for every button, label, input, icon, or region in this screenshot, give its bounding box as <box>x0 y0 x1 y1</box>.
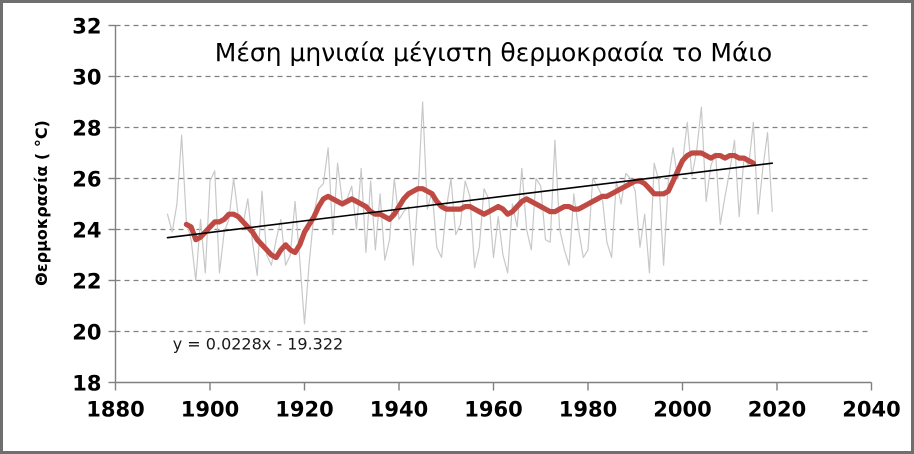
x-tick-label: 1960 <box>464 398 522 422</box>
x-tick-label: 2040 <box>842 398 900 422</box>
chart-title: Μέση μηνιαία μέγιστη θερμοκρασία το Μάιο <box>215 38 772 67</box>
y-tick-label: 20 <box>72 321 101 345</box>
x-tick-label: 1980 <box>559 398 617 422</box>
y-axis-title: Θερμοκρασία ( °C) <box>32 120 51 286</box>
smoothed-series-line <box>183 150 756 261</box>
y-tick-label: 18 <box>72 372 101 396</box>
y-tick-label: 24 <box>72 219 101 243</box>
x-tick-label: 1920 <box>275 398 333 422</box>
x-tick-label: 2020 <box>748 398 806 422</box>
y-tick-label: 22 <box>72 270 101 294</box>
annual-series-line <box>166 101 773 325</box>
y-tick-label: 32 <box>72 15 101 39</box>
chart-plot-svg: 18 20 22 24 26 28 30 32 1880 1900 1920 1940 1960 1980… <box>32 15 901 422</box>
x-tick-label: 1900 <box>181 398 239 422</box>
x-tick-label: 1940 <box>370 398 428 422</box>
x-tick-label: 1880 <box>86 398 144 422</box>
trendline-equation: y = 0.0228x - 19.322 <box>173 334 343 353</box>
x-tick-label: 2000 <box>653 398 711 422</box>
trendline <box>166 162 774 239</box>
y-tick-label: 30 <box>72 66 101 90</box>
y-tick-label: 28 <box>72 117 101 141</box>
y-tick-label: 26 <box>72 168 101 192</box>
